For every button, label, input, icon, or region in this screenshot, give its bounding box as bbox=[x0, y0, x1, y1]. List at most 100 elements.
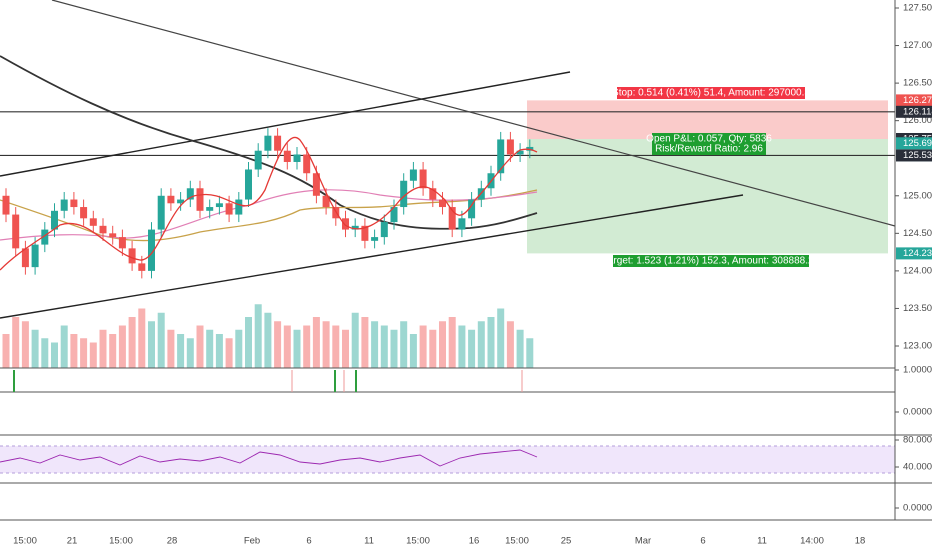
price-marker bbox=[896, 137, 932, 150]
candle-body bbox=[516, 150, 524, 155]
price-marker bbox=[896, 149, 932, 162]
volume-bar bbox=[516, 329, 524, 368]
candle-body bbox=[2, 195, 10, 215]
volume-bar bbox=[448, 317, 456, 368]
volume-bar bbox=[157, 312, 165, 368]
trend-line bbox=[0, 194, 744, 319]
volume-bar bbox=[526, 338, 534, 368]
volume-bar bbox=[264, 312, 272, 368]
volume-bar bbox=[312, 317, 320, 368]
candle-body bbox=[400, 180, 408, 208]
x-tick-label: 21 bbox=[67, 536, 78, 547]
plot bbox=[2, 128, 534, 368]
moving-average bbox=[0, 189, 538, 242]
price-marker bbox=[896, 247, 932, 260]
volume-bar bbox=[497, 308, 505, 368]
price-marker-label: 125.537 bbox=[903, 150, 932, 161]
rsi-line bbox=[0, 449, 538, 467]
stop-zone bbox=[527, 100, 888, 139]
candle-body bbox=[128, 248, 136, 264]
indicator-tick-label: 1.0000 bbox=[903, 365, 932, 376]
candle-body bbox=[148, 229, 155, 271]
candle-body bbox=[448, 207, 456, 230]
y-tick-label: 124.000 bbox=[903, 265, 932, 276]
candle-body bbox=[235, 199, 243, 215]
stop-label: Stop: 0.514 (0.41%) 51.4, Amount: 297000… bbox=[612, 88, 810, 99]
volume-bar bbox=[196, 325, 204, 368]
candle-body bbox=[322, 195, 330, 208]
volume-bar bbox=[128, 317, 136, 368]
candle-body bbox=[206, 207, 214, 211]
x-tick-label: 16 bbox=[469, 536, 480, 547]
bottom-tick-label: 0.0000 bbox=[903, 503, 932, 514]
candle-body bbox=[215, 203, 223, 208]
candle-body bbox=[342, 218, 349, 230]
candle-body bbox=[60, 199, 68, 211]
candle-body bbox=[380, 222, 388, 238]
volume-bar bbox=[274, 321, 282, 368]
candle-body bbox=[31, 244, 39, 268]
volume-bar bbox=[303, 325, 311, 368]
x-tick-label: 11 bbox=[757, 536, 767, 547]
volume-bar bbox=[12, 317, 20, 368]
y-tick-label: 126.000 bbox=[903, 115, 932, 126]
x-tick-label: 18 bbox=[855, 536, 866, 547]
y-tick-label: 126.500 bbox=[903, 78, 932, 89]
x-tick-label: 15:00 bbox=[406, 536, 430, 547]
candle-body bbox=[245, 169, 252, 200]
candle-body bbox=[70, 199, 78, 208]
candle-body bbox=[41, 229, 49, 245]
candle-body bbox=[167, 195, 175, 204]
rsi-tick-label: 80.0000 bbox=[903, 435, 932, 446]
y-tick-label: 123.500 bbox=[903, 303, 932, 314]
candle-body bbox=[361, 225, 369, 241]
candle-body bbox=[303, 154, 311, 174]
candle-body bbox=[51, 210, 58, 230]
x-tick-label: Mar bbox=[635, 536, 651, 547]
price-marker-label: 125.699 bbox=[903, 138, 932, 149]
candle-body bbox=[109, 233, 117, 238]
x-tick-label: 15:00 bbox=[13, 536, 37, 547]
volume-bar bbox=[351, 312, 359, 368]
y-tick-label: 125.000 bbox=[903, 190, 932, 201]
rsi-tick-label: 40.0000 bbox=[903, 462, 932, 473]
candle-body bbox=[12, 214, 20, 249]
candle-body bbox=[293, 154, 301, 162]
volume-bar bbox=[89, 342, 97, 368]
y-tick-label: 127.500 bbox=[903, 3, 932, 14]
volume-bar bbox=[51, 342, 58, 368]
target-label: Target: 1.523 (1.21%) 152.3, Amount: 308… bbox=[603, 256, 820, 267]
candle-body bbox=[283, 150, 291, 162]
volume-bar bbox=[477, 321, 485, 368]
volume-bar bbox=[2, 334, 10, 368]
volume-bar bbox=[118, 325, 126, 368]
volume-bar bbox=[409, 334, 417, 368]
candle-body bbox=[419, 169, 427, 189]
volume-bar bbox=[429, 329, 437, 368]
candle-body bbox=[506, 139, 514, 155]
rr-label: Risk/Reward Ratio: 2.96 bbox=[655, 144, 763, 155]
volume-bar bbox=[167, 329, 175, 368]
price-marker-label: 126.118 bbox=[903, 106, 932, 117]
volume-bar bbox=[109, 334, 117, 368]
volume-bar bbox=[148, 321, 155, 368]
candle-body bbox=[80, 207, 88, 219]
volume-bar bbox=[41, 338, 49, 368]
volume-bar bbox=[400, 321, 408, 368]
candle-body bbox=[274, 135, 282, 151]
x-tick-label: 28 bbox=[167, 536, 178, 547]
candle-body bbox=[497, 139, 505, 174]
volume-bar bbox=[177, 334, 185, 368]
volume-bar bbox=[506, 321, 514, 368]
candle-body bbox=[138, 263, 146, 271]
x-tick-label: 25 bbox=[561, 536, 572, 547]
volume-bar bbox=[468, 329, 476, 368]
volume-bar bbox=[31, 329, 39, 368]
volume-bar bbox=[419, 325, 427, 368]
price-marker-label: 126.270 bbox=[903, 95, 932, 106]
candle-body bbox=[157, 195, 165, 230]
candle-body bbox=[264, 135, 272, 151]
y-tick-label: 123.000 bbox=[903, 341, 932, 352]
candle-body bbox=[458, 218, 466, 230]
